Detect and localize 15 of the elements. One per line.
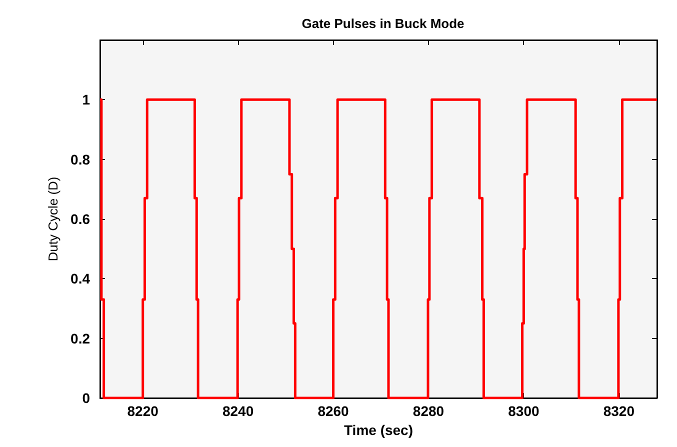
x-tick-label: 8320 [603,403,635,419]
x-axis-title: Time (sec) [344,422,413,438]
chart-title: Gate Pulses in Buck Mode [302,16,464,31]
x-tick-label: 8220 [127,403,159,419]
y-axis-title: Duty Cycle (D) [46,176,61,262]
y-tick-label: 0.2 [70,330,90,346]
y-tick-label: 0.6 [70,211,90,227]
x-tick-label: 8300 [508,403,540,419]
y-tick-label: 1 [82,92,90,108]
x-tick-label: 8240 [222,403,254,419]
x-tick-label: 8260 [318,403,350,419]
y-tick-label: 0 [82,390,90,406]
x-tick-label: 8280 [412,403,444,419]
y-tick-label: 0.4 [70,270,90,287]
y-tick-label: 0.8 [70,151,90,168]
